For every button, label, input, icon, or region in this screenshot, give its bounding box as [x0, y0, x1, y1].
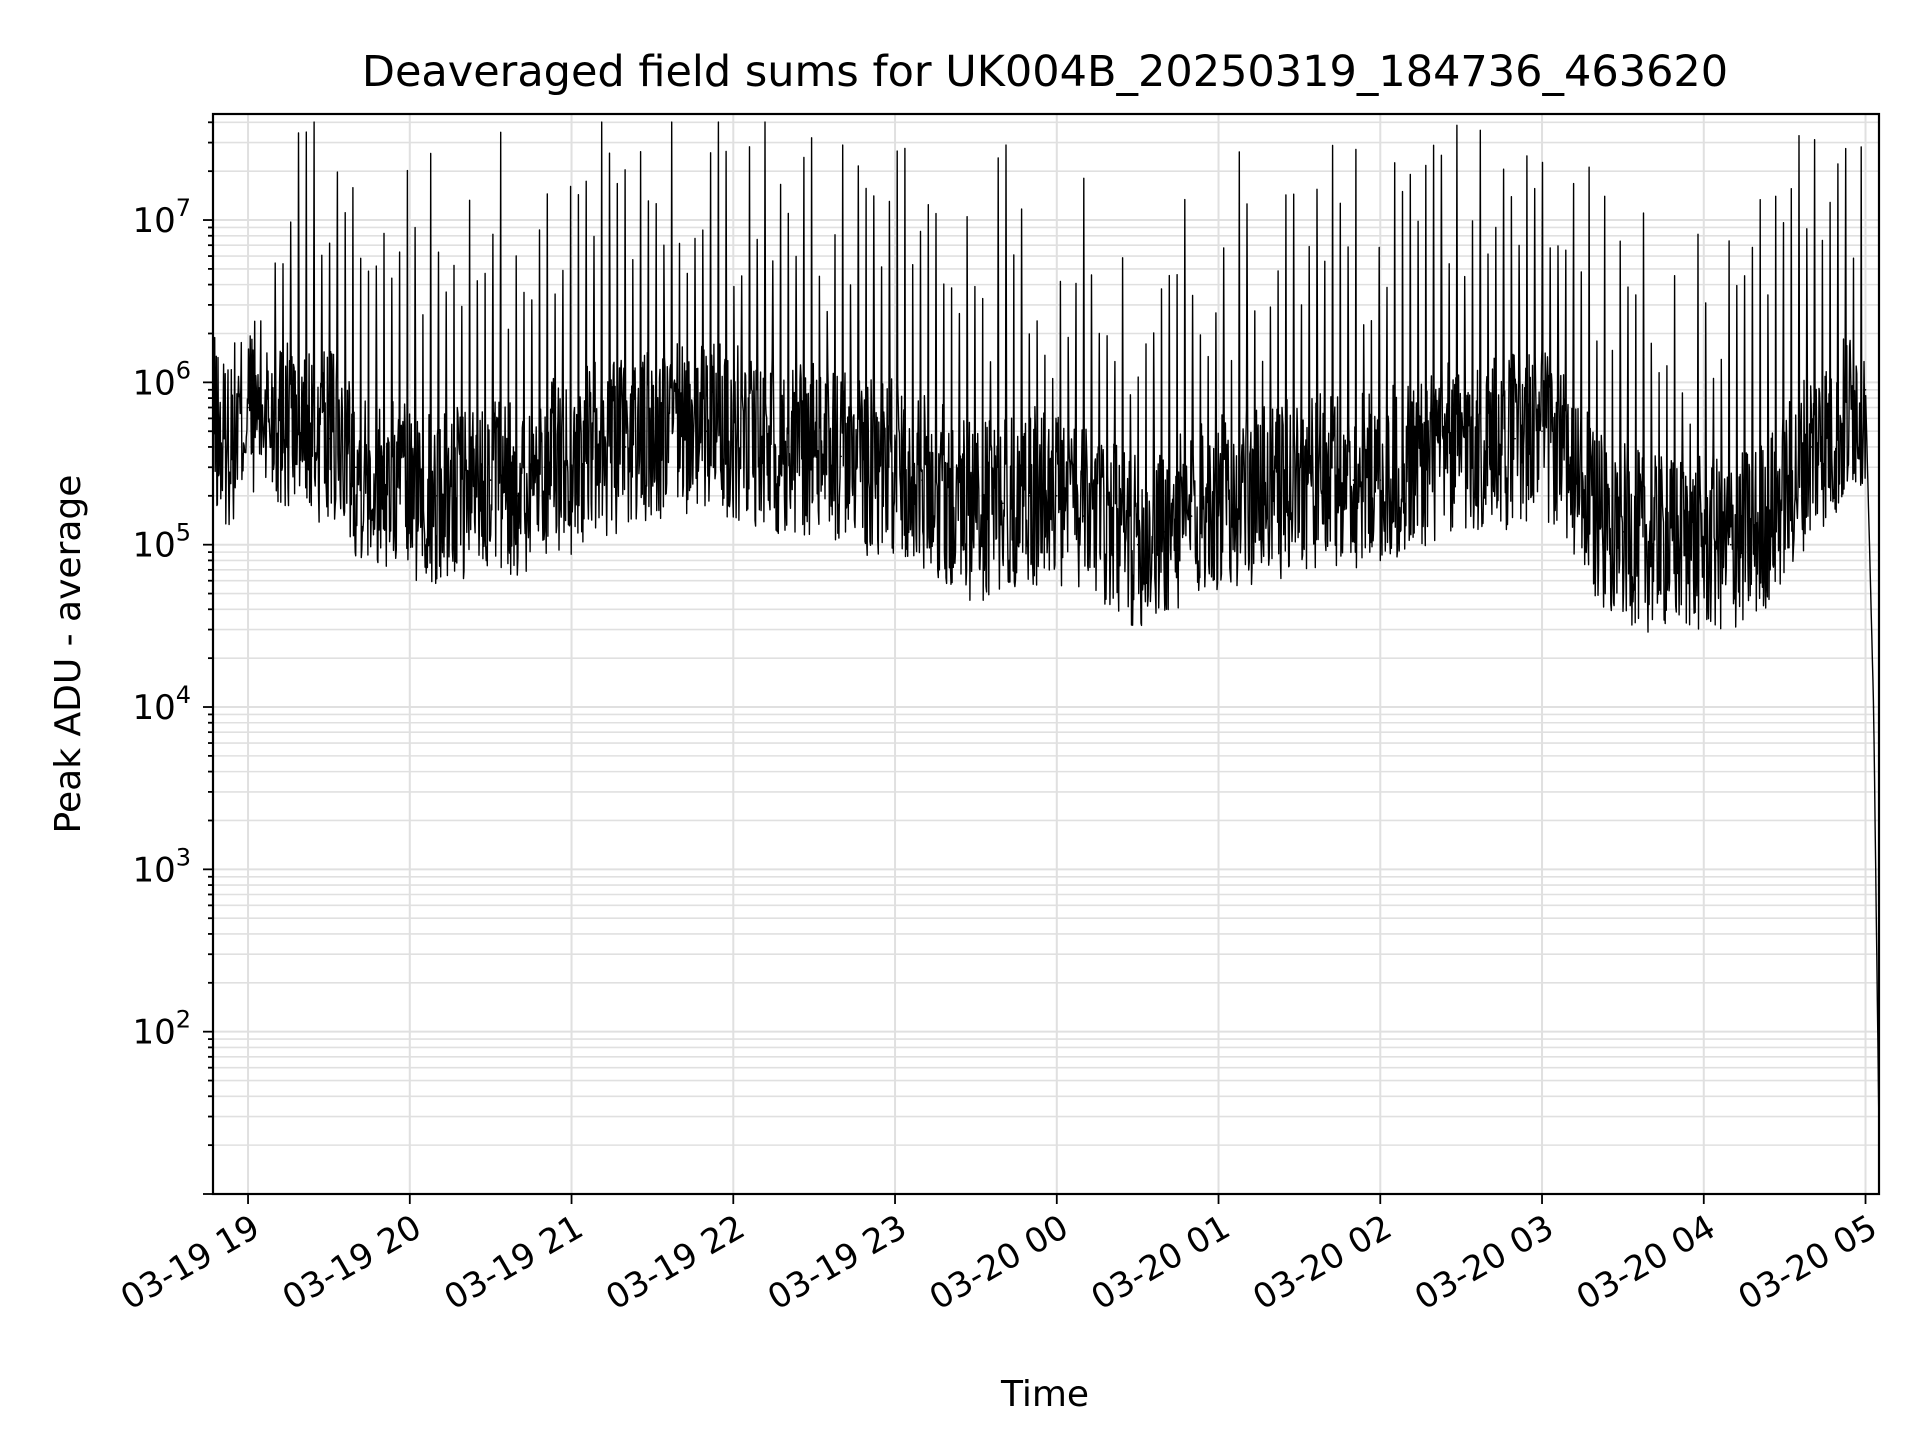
data-point — [489, 479, 492, 481]
data-point — [435, 495, 438, 497]
data-point — [260, 406, 263, 409]
y-tick-label: 107 — [132, 194, 191, 241]
data-point — [408, 495, 411, 497]
data-point — [1406, 466, 1409, 469]
y-tick-label: 106 — [132, 356, 191, 403]
data-point — [1729, 543, 1732, 546]
data-point — [1756, 531, 1759, 533]
y-tick-label: 102 — [132, 1006, 191, 1053]
data-point — [1783, 495, 1786, 497]
data-point — [921, 479, 923, 481]
y-axis-title: Peak ADU - average — [48, 475, 89, 834]
y-axis: 102 103 104 105 106 107 — [132, 121, 213, 1195]
y-tick-label: 105 — [132, 519, 191, 566]
data-point — [624, 446, 627, 448]
chart-title: Deaveraged field sums for UK004B_2025031… — [362, 47, 1728, 97]
data-point — [328, 437, 330, 440]
data-point — [1837, 430, 1840, 433]
data-point — [355, 466, 357, 469]
data-point — [1244, 495, 1247, 497]
data-point — [705, 430, 708, 433]
data-point — [597, 446, 600, 448]
data-point — [1541, 430, 1543, 433]
data-point — [233, 430, 236, 433]
data-point — [894, 466, 896, 469]
data-point — [1379, 479, 1382, 481]
data-point — [786, 446, 789, 448]
data-point — [1029, 495, 1031, 497]
data-point — [1163, 531, 1166, 533]
data-point — [247, 406, 249, 409]
data-point — [1702, 543, 1705, 546]
data-point — [1055, 495, 1058, 497]
data-point — [570, 466, 573, 469]
data-point — [759, 437, 762, 440]
data-point — [1082, 515, 1085, 517]
data-point — [220, 446, 222, 448]
data-point — [678, 430, 681, 433]
data-point — [1271, 495, 1274, 497]
data-point — [813, 446, 815, 448]
data-point — [462, 495, 465, 497]
series-line-0 — [212, 121, 1880, 1130]
x-axis-title: Time — [1000, 1374, 1089, 1415]
data-point — [1595, 515, 1597, 517]
series-layer — [212, 121, 1880, 1131]
y-tick-label: 104 — [132, 681, 191, 728]
data-point — [1676, 543, 1678, 546]
data-point — [1810, 446, 1813, 448]
data-point — [1002, 502, 1004, 505]
data-point — [1622, 531, 1624, 533]
data-point — [1217, 502, 1220, 505]
data-point — [382, 479, 384, 481]
data-point — [867, 466, 869, 469]
data-point — [1872, 706, 1875, 708]
data-point — [543, 466, 546, 469]
data-point — [274, 417, 276, 420]
data-point — [975, 515, 977, 517]
data-point — [840, 455, 842, 458]
data-point — [1460, 446, 1462, 448]
data-point — [1864, 388, 1867, 391]
data-point — [1109, 531, 1112, 533]
data-point — [651, 437, 654, 440]
data-point — [301, 430, 303, 433]
data-point — [1568, 466, 1570, 469]
data-point — [1190, 515, 1193, 517]
data-point — [1433, 455, 1435, 458]
y-tick-label: 103 — [132, 843, 191, 890]
data-point — [1514, 437, 1516, 440]
data-point — [1136, 543, 1139, 546]
data-point — [732, 430, 735, 433]
data-point — [516, 495, 519, 497]
data-point — [1352, 479, 1355, 481]
data-point — [1298, 479, 1301, 481]
data-point — [1325, 479, 1328, 481]
plot-frame — [211, 112, 1881, 1196]
data-point — [1487, 446, 1489, 448]
data-point — [1649, 543, 1651, 546]
data-point — [948, 495, 950, 497]
